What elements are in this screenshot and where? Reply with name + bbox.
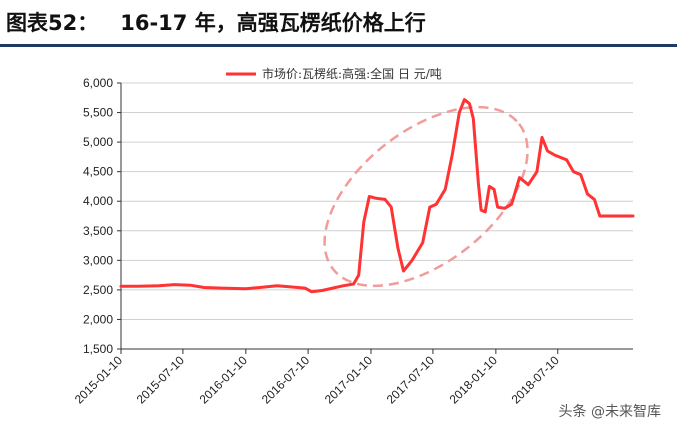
series-lines [119,98,635,294]
legend-label: 市场价:瓦楞纸:高强:全国 日 元/吨 [262,66,442,81]
title-underline [0,44,677,47]
y-tick-label: 6,000 [83,76,113,90]
x-tick-label: 2016-07-10 [259,353,313,407]
x-tick-label: 2015-07-10 [134,353,188,407]
figure-title-text: 16-17 年，高强瓦楞纸价格上行 [120,11,426,35]
axes [120,83,633,350]
legend: 市场价:瓦楞纸:高强:全国 日 元/吨 [226,66,442,81]
gridlines [121,82,633,320]
y-tick-label: 4,500 [83,165,113,179]
figure-label: 图表52： [6,11,99,35]
y-tick-label: 3,500 [83,224,113,238]
y-tick-label: 2,500 [83,283,113,297]
watermark: 头条 @未来智库 [556,401,663,421]
highlight-ellipse [323,105,529,288]
y-tick-label: 3,000 [83,253,113,267]
y-axis-ticks: 1,500 2,000 2,500 3,000 3,500 4,000 4,500 5,000… [83,76,121,356]
highlight-ellipse-outline [323,105,529,288]
x-tick-label: 2015-01-10 [72,353,126,407]
x-tick-label: 2017-07-10 [384,353,438,407]
x-tick-label: 2018-07-10 [509,353,563,407]
y-tick-label: 2,000 [83,312,113,326]
line-chart: 1,500 2,000 2,500 3,000 3,500 4,000 4,500 5,000… [72,66,635,407]
series-line [119,98,635,294]
y-tick-label: 5,000 [83,135,113,149]
x-axis-ticks: 2015-01-10 2015-07-10 2016-01-10 2016-07-10… [72,349,562,407]
x-tick-label: 2018-01-10 [447,353,501,407]
y-tick-label: 4,000 [83,194,113,208]
figure-title: 图表52： 16-17 年，高强瓦楞纸价格上行 [0,0,677,44]
x-tick-label: 2017-01-10 [322,353,376,407]
y-tick-label: 5,500 [83,106,113,120]
x-tick-label: 2016-01-10 [197,353,251,407]
y-tick-label: 1,500 [83,342,113,356]
